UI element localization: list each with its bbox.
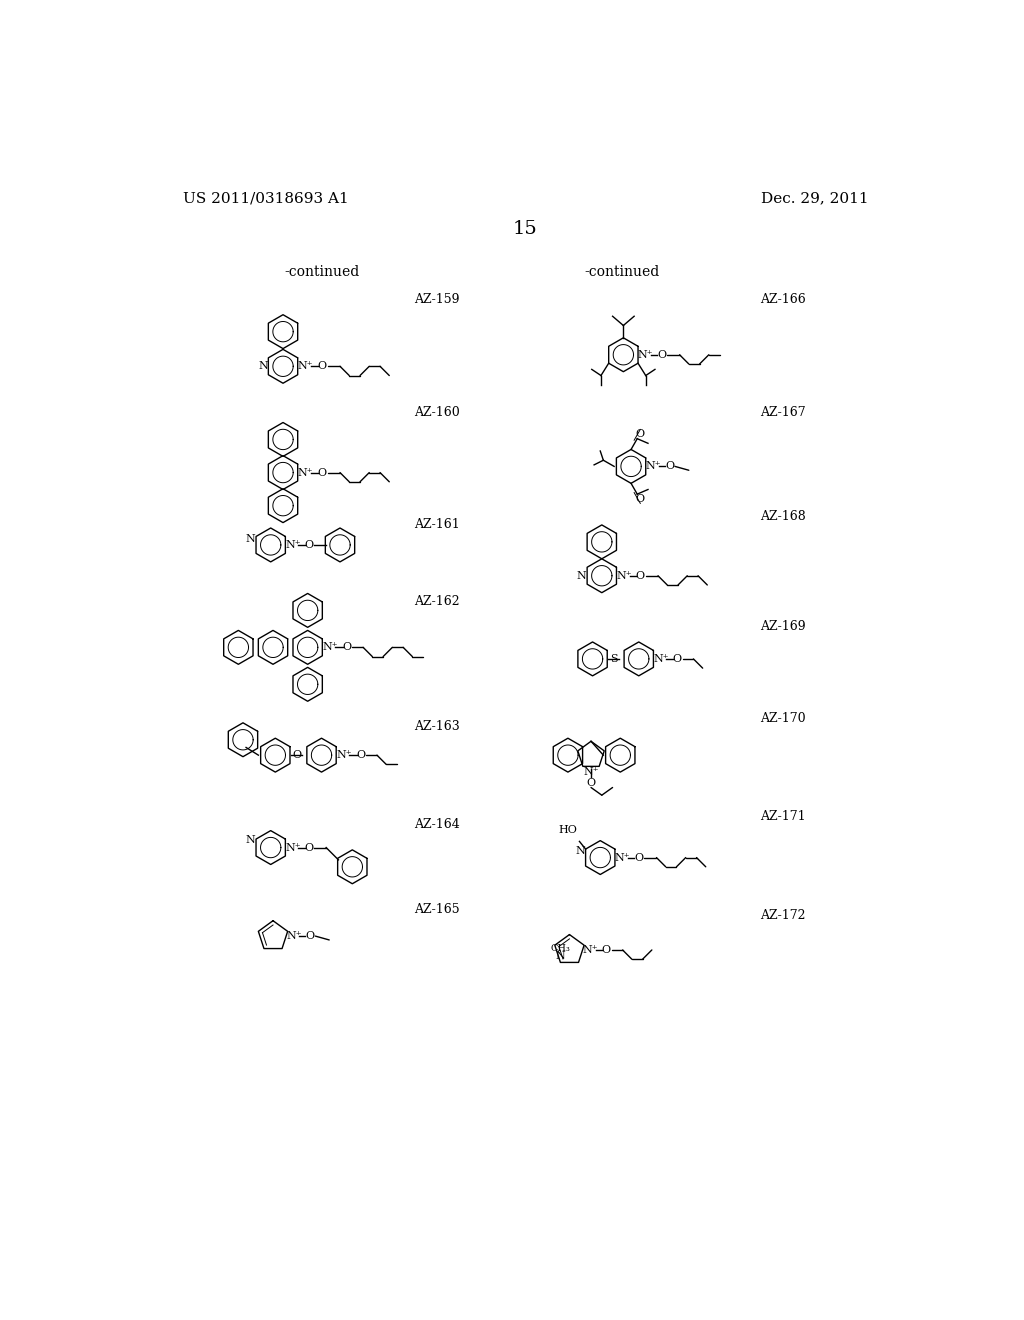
Text: N⁺: N⁺ bbox=[286, 842, 301, 853]
Text: Dec. 29, 2011: Dec. 29, 2011 bbox=[761, 191, 868, 206]
Text: N⁺: N⁺ bbox=[298, 362, 313, 371]
Text: O: O bbox=[636, 494, 645, 504]
Text: AZ-168: AZ-168 bbox=[761, 510, 806, 523]
Text: HO: HO bbox=[558, 825, 578, 834]
Text: N: N bbox=[575, 846, 585, 857]
Text: N⁺: N⁺ bbox=[323, 643, 338, 652]
Text: N⁺: N⁺ bbox=[298, 467, 313, 478]
Text: AZ-172: AZ-172 bbox=[761, 908, 806, 921]
Text: AZ-167: AZ-167 bbox=[761, 407, 806, 418]
Text: N⁺: N⁺ bbox=[286, 931, 301, 941]
Text: N: N bbox=[556, 952, 565, 961]
Text: O: O bbox=[317, 467, 327, 478]
Text: -continued: -continued bbox=[284, 265, 359, 280]
Text: N⁺: N⁺ bbox=[653, 653, 669, 664]
Text: AZ-159: AZ-159 bbox=[414, 293, 460, 306]
Text: N⁺: N⁺ bbox=[616, 570, 632, 581]
Text: O: O bbox=[636, 570, 645, 581]
Text: -continued: -continued bbox=[585, 265, 659, 280]
Text: AZ-169: AZ-169 bbox=[761, 620, 806, 634]
Text: O: O bbox=[304, 842, 313, 853]
Text: N: N bbox=[246, 834, 256, 845]
Text: AZ-170: AZ-170 bbox=[761, 713, 806, 726]
Text: N⁺: N⁺ bbox=[614, 853, 631, 862]
Text: O: O bbox=[602, 945, 611, 954]
Text: AZ-164: AZ-164 bbox=[414, 818, 460, 832]
Text: AZ-171: AZ-171 bbox=[761, 810, 806, 824]
Text: 15: 15 bbox=[512, 220, 538, 238]
Text: AZ-162: AZ-162 bbox=[414, 594, 460, 607]
Text: S: S bbox=[610, 653, 617, 664]
Text: N: N bbox=[246, 533, 256, 544]
Text: US 2011/0318693 A1: US 2011/0318693 A1 bbox=[183, 191, 348, 206]
Text: O: O bbox=[665, 462, 674, 471]
Text: O: O bbox=[304, 540, 313, 550]
Text: O: O bbox=[292, 750, 301, 760]
Text: AZ-163: AZ-163 bbox=[414, 721, 460, 733]
Text: N⁺: N⁺ bbox=[286, 540, 301, 550]
Text: AZ-161: AZ-161 bbox=[414, 519, 460, 532]
Text: N⁺: N⁺ bbox=[638, 350, 653, 360]
Text: O: O bbox=[657, 350, 667, 360]
Text: O: O bbox=[673, 653, 682, 664]
Text: AZ-166: AZ-166 bbox=[761, 293, 806, 306]
Text: N⁺: N⁺ bbox=[336, 750, 351, 760]
Text: AZ-165: AZ-165 bbox=[414, 903, 460, 916]
Text: O: O bbox=[317, 362, 327, 371]
Text: O: O bbox=[305, 931, 314, 941]
Text: AZ-160: AZ-160 bbox=[414, 407, 460, 418]
Text: N: N bbox=[577, 570, 587, 581]
Text: N⁺: N⁺ bbox=[584, 767, 599, 777]
Text: O: O bbox=[634, 853, 643, 862]
Text: O: O bbox=[356, 750, 366, 760]
Text: O: O bbox=[342, 643, 351, 652]
Text: CH₃: CH₃ bbox=[551, 944, 570, 953]
Text: N⁺: N⁺ bbox=[583, 945, 598, 954]
Text: N⁺: N⁺ bbox=[646, 462, 662, 471]
Text: N: N bbox=[258, 362, 268, 371]
Text: O: O bbox=[587, 777, 596, 788]
Text: O: O bbox=[636, 429, 645, 440]
